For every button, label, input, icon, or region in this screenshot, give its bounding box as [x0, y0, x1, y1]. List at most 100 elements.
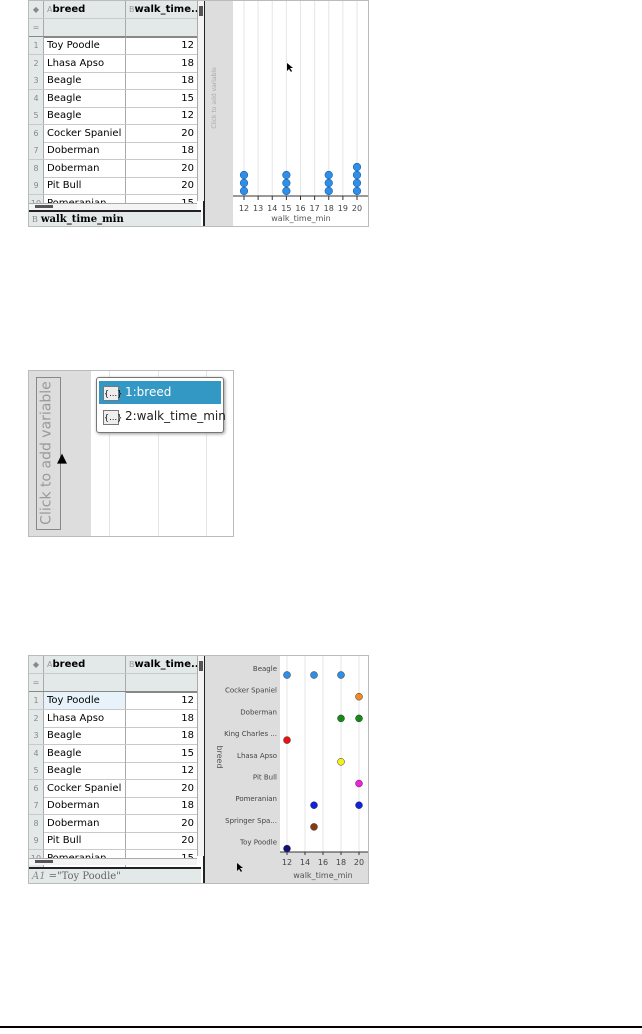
cell-walk-time[interactable]: 18 — [181, 730, 194, 741]
data-point — [352, 186, 362, 196]
menu-item-walk-time-min[interactable]: {…} 2:walk_time_min — [99, 405, 226, 428]
table-row: 2 Lhasa Apso 18 — [29, 54, 197, 73]
row-number: 5 — [29, 762, 44, 779]
cell-walk-time[interactable]: 12 — [181, 110, 194, 121]
data-point — [239, 178, 249, 188]
y-category-label: Beagle — [253, 665, 277, 673]
column-b-header[interactable]: Bwalk_time... — [129, 659, 203, 670]
formula-cell-a[interactable] — [44, 674, 126, 691]
table-row: 1 Toy Poodle 12 — [29, 692, 197, 710]
row-number: 4 — [29, 89, 44, 107]
column-b-header[interactable]: Bwalk_time... — [129, 4, 203, 15]
mouse-cursor-icon — [287, 63, 293, 72]
menu-item-breed[interactable]: {…} 1:breed — [99, 381, 221, 404]
cell-breed[interactable]: Pit Bull — [44, 832, 126, 849]
data-point — [355, 779, 363, 788]
variable-icon: {…} — [103, 410, 122, 425]
cell-walk-time[interactable]: 12 — [181, 40, 194, 51]
data-point — [355, 801, 363, 809]
column-header-row: ◆ Abreed Bwalk_time... — [29, 1, 203, 19]
cell-walk-time[interactable]: 20 — [181, 782, 194, 794]
data-point — [283, 844, 291, 853]
x-tick-label: 18 — [336, 858, 346, 867]
menu-item-label: 1:breed — [125, 385, 172, 399]
cell-walk-time[interactable]: 20 — [181, 127, 194, 139]
entry-line[interactable]: A1 ="Toy Poodle" — [29, 867, 201, 883]
cell-walk-time[interactable]: 20 — [181, 835, 194, 846]
y-category-label: Lhasa Apso — [237, 752, 277, 760]
cell-walk-time[interactable]: 18 — [181, 800, 194, 811]
data-point — [282, 186, 291, 196]
cell-breed[interactable]: Beagle — [44, 727, 126, 744]
cell-walk-time[interactable]: 18 — [181, 75, 194, 86]
cell-breed[interactable]: Beagle — [44, 72, 126, 89]
cell-breed[interactable]: Doberman — [44, 142, 126, 159]
formula-cell-b[interactable] — [127, 674, 197, 691]
y-category-label: Cocker Spaniel — [225, 687, 277, 695]
y-category-label: Springer Spa... — [225, 817, 277, 825]
table-row: 5 Beagle 12 — [29, 107, 197, 125]
horizontal-scrollbar[interactable] — [29, 203, 197, 210]
cell-breed[interactable]: Beagle — [44, 762, 126, 779]
cell-breed[interactable]: Toy Poodle — [44, 692, 126, 709]
cell-breed[interactable]: Doberman — [44, 159, 126, 177]
horizontal-scrollbar[interactable] — [29, 858, 197, 865]
cell-walk-time[interactable]: 15 — [181, 747, 194, 759]
column-header-row: ◆ Abreed Bwalk_time... — [29, 656, 203, 674]
cell-walk-time[interactable]: 20 — [181, 817, 194, 829]
page-bottom-rule — [0, 1026, 642, 1028]
cell-breed[interactable]: Doberman — [44, 814, 126, 832]
data-point — [282, 170, 291, 180]
cell-breed[interactable]: Lhasa Apso — [44, 54, 126, 72]
x-tick-label: 12 — [239, 204, 249, 213]
add-variable-button[interactable]: Click to add variable — [36, 377, 61, 530]
cell-breed[interactable]: Pit Bull — [44, 177, 126, 194]
row-number: 1 — [29, 37, 44, 54]
mouse-cursor-icon: ▲ — [57, 451, 67, 466]
variable-icon: {…} — [103, 386, 122, 401]
column-a-header[interactable]: Abreed — [44, 656, 126, 673]
column-a-header[interactable]: Abreed — [44, 1, 126, 18]
table-row: 9 Pit Bull 20 — [29, 832, 197, 850]
cell-breed[interactable]: Cocker Spaniel — [44, 124, 126, 142]
cell-walk-time[interactable]: 20 — [181, 162, 194, 174]
table-row: 4 Beagle 15 — [29, 744, 197, 763]
cell-walk-time[interactable]: 20 — [181, 180, 194, 191]
data-plot: 12 13 14 15 16 17 18 19 20 walk_time_min Click to … — [205, 1, 368, 226]
cell-breed[interactable]: Cocker Spaniel — [44, 779, 126, 797]
cell-walk-time[interactable]: 18 — [181, 712, 194, 724]
cell-breed[interactable]: Doberman — [44, 797, 126, 814]
cell-breed[interactable]: Lhasa Apso — [44, 709, 126, 727]
vertical-scrollbar[interactable] — [197, 656, 204, 856]
cell-ref: B — [32, 215, 38, 224]
cell-breed[interactable]: Beagle — [44, 744, 126, 762]
cell-walk-time[interactable]: 18 — [181, 145, 194, 156]
variable-menu: {…} 1:breed {…} 2:walk_time_min — [96, 377, 226, 433]
table-row: 1 Toy Poodle 12 — [29, 37, 197, 55]
formula-cell-b[interactable] — [127, 19, 197, 36]
cell-walk-time[interactable]: 18 — [181, 57, 194, 69]
row-number: 2 — [29, 709, 44, 727]
table-row: 3 Beagle 18 — [29, 72, 197, 90]
cell-walk-time[interactable]: 15 — [181, 92, 194, 104]
y-category-label: Doberman — [240, 708, 277, 716]
cell-breed[interactable]: Beagle — [44, 89, 126, 107]
row-number: 3 — [29, 72, 44, 89]
data-point — [310, 801, 318, 809]
cell-breed[interactable]: Beagle — [44, 107, 126, 124]
cell-walk-time[interactable]: 12 — [181, 765, 194, 776]
cell-icon: ◆ — [29, 1, 44, 18]
data-point — [337, 758, 345, 766]
menu-item-label: 2:walk_time_min — [125, 409, 226, 423]
data-point — [324, 178, 333, 188]
x-tick-label: 16 — [295, 204, 305, 213]
y-category-label: King Charles ... — [224, 730, 277, 738]
row-number: 9 — [29, 832, 44, 849]
vertical-scrollbar[interactable] — [197, 1, 204, 201]
formula-cell-a[interactable] — [44, 19, 126, 36]
x-tick-label: 12 — [282, 858, 292, 867]
cell-breed[interactable]: Toy Poodle — [44, 37, 126, 54]
data-point — [239, 170, 249, 180]
cell-walk-time[interactable]: 12 — [181, 695, 194, 706]
